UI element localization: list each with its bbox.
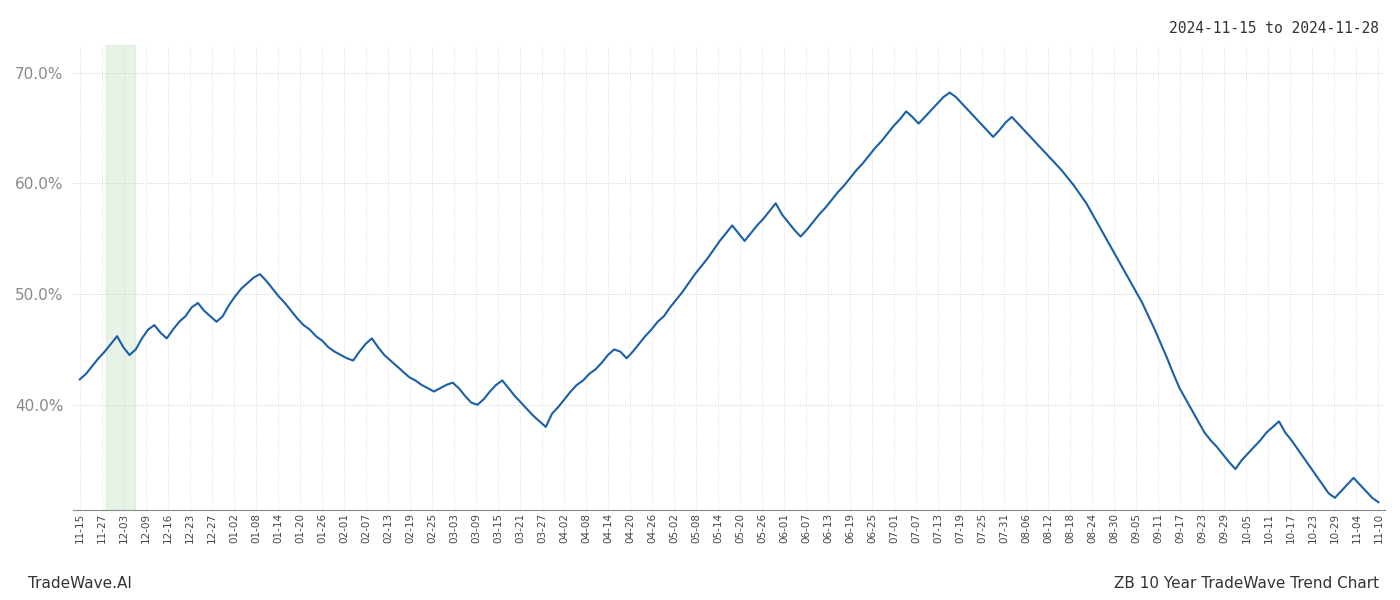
Text: 2024-11-15 to 2024-11-28: 2024-11-15 to 2024-11-28 xyxy=(1169,21,1379,36)
Text: ZB 10 Year TradeWave Trend Chart: ZB 10 Year TradeWave Trend Chart xyxy=(1114,576,1379,591)
Text: TradeWave.AI: TradeWave.AI xyxy=(28,576,132,591)
Bar xyxy=(106,45,134,510)
